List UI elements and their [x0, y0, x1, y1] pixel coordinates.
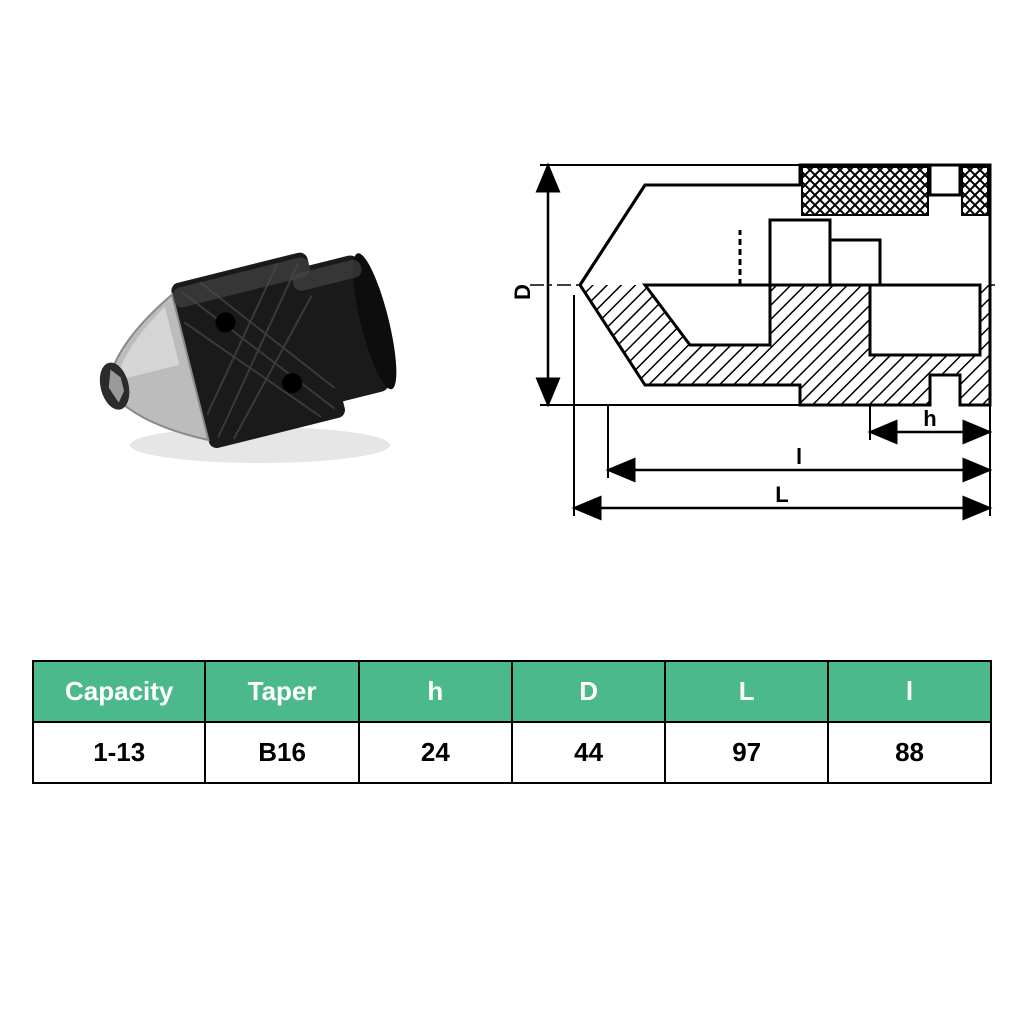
label-L: L	[775, 482, 788, 507]
page: D h l	[0, 0, 1024, 1024]
cell-h: 24	[359, 722, 512, 783]
chuck-photo-svg	[60, 230, 420, 490]
spec-table: Capacity Taper h D L l 1-13 B16 24 44 97…	[32, 660, 992, 784]
table-row: 1-13 B16 24 44 97 88	[33, 722, 991, 783]
label-D: D	[510, 284, 535, 300]
label-l: l	[796, 444, 802, 469]
technical-drawing: D h l	[470, 110, 1010, 530]
cell-capacity: 1-13	[33, 722, 205, 783]
knurl-band-2	[962, 167, 988, 215]
cell-D: 44	[512, 722, 665, 783]
col-l: l	[828, 661, 991, 722]
col-L: L	[665, 661, 828, 722]
product-photo	[60, 230, 420, 490]
dim-h: h	[870, 405, 990, 440]
col-D: D	[512, 661, 665, 722]
header-row: Capacity Taper h D L l	[33, 661, 991, 722]
knurl-band-1	[802, 167, 928, 215]
label-h: h	[923, 406, 936, 431]
col-capacity: Capacity	[33, 661, 205, 722]
col-h: h	[359, 661, 512, 722]
cell-taper: B16	[205, 722, 358, 783]
col-taper: Taper	[205, 661, 358, 722]
cell-L: 97	[665, 722, 828, 783]
spec-table-wrap: Capacity Taper h D L l 1-13 B16 24 44 97…	[32, 660, 992, 784]
top-row: D h l	[0, 110, 1024, 550]
drawing-svg: D h l	[470, 110, 1010, 530]
cell-l: 88	[828, 722, 991, 783]
